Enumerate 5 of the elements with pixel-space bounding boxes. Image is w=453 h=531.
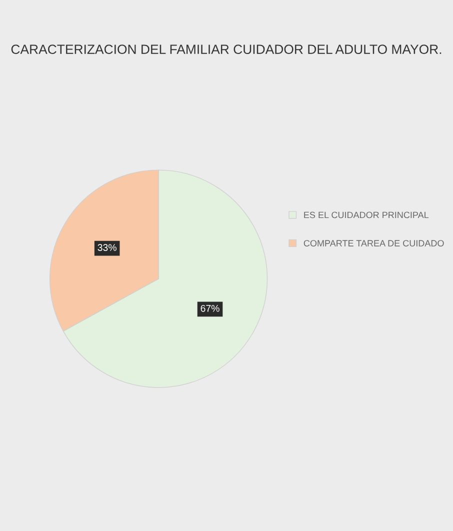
chart-title: CARACTERIZACION DEL FAMILIAR CUIDADOR DEL ADULTO MAYOR. — [11, 44, 442, 54]
data-label: 67% — [200, 304, 220, 312]
data-label: 33% — [98, 244, 116, 251]
legend-label: ES EL CUIDADOR PRINCIPAL — [304, 212, 429, 218]
legend-label: COMPARTE TAREA DE CUIDADO — [304, 240, 444, 246]
